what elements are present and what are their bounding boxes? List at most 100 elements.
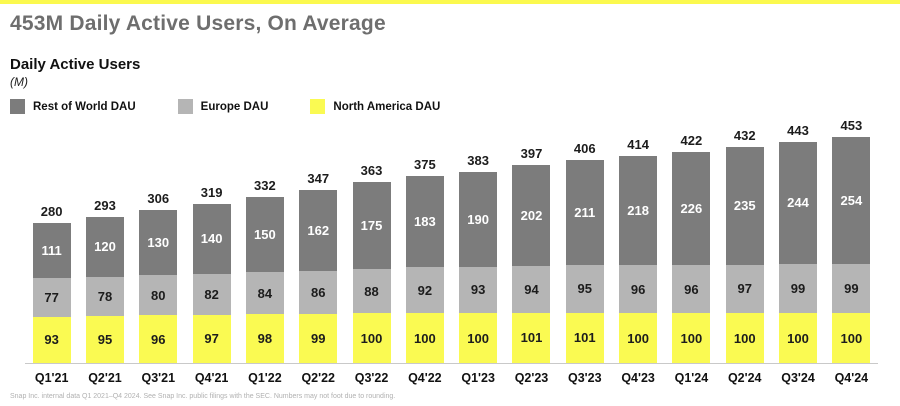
bar-segment-north-america: 96 xyxy=(139,315,178,363)
x-axis-label: Q2'23 xyxy=(514,371,549,385)
x-axis-label: Q3'22 xyxy=(354,371,389,385)
bar-total-label: 306 xyxy=(147,191,170,206)
bar-segment-rest-of-world: 183 xyxy=(405,175,444,267)
bar-total-label: 280 xyxy=(40,203,63,219)
chart-heading: Daily Active Users xyxy=(10,56,141,73)
bar-group: 443 244 99 100 xyxy=(771,123,824,363)
legend-swatch-rest-of-world-icon xyxy=(10,99,25,114)
bar-segment-europe: 88 xyxy=(352,269,391,313)
legend-label: Rest of World DAU xyxy=(33,100,136,113)
bar-segment-rest-of-world: 140 xyxy=(192,203,231,274)
bar-total-label: 432 xyxy=(733,128,756,143)
bar-segment-rest-of-world: 190 xyxy=(459,171,498,267)
stacked-bar: 211 95 101 xyxy=(565,159,604,363)
x-axis-label: Q3'24 xyxy=(781,371,815,385)
bar-group: 406 211 95 101 xyxy=(558,141,611,363)
x-axis-label: Q4'22 xyxy=(408,371,442,385)
page-title: 453M Daily Active Users, On Average xyxy=(10,12,386,35)
bar-segment-europe: 92 xyxy=(405,267,444,313)
brand-accent-strip xyxy=(0,0,900,4)
bar-group: 332 150 84 98 xyxy=(238,178,291,363)
stacked-bar: 190 93 100 xyxy=(459,171,498,363)
x-axis-label: Q1'21 xyxy=(34,371,69,385)
bar-group: 347 162 86 99 xyxy=(292,170,345,363)
legend-item-rest-of-world: Rest of World DAU xyxy=(10,99,136,114)
bar-segment-north-america: 101 xyxy=(565,312,604,363)
page-header: 453M Daily Active Users, On Average xyxy=(0,4,900,36)
bar-segment-rest-of-world: 162 xyxy=(299,189,338,271)
bar-group: 397 202 94 101 xyxy=(505,145,558,363)
bar-segment-north-america: 100 xyxy=(672,313,711,363)
stacked-bar: 235 97 100 xyxy=(725,147,764,363)
bar-segment-europe: 84 xyxy=(245,272,284,314)
legend-swatch-north-america-icon xyxy=(310,99,326,114)
bar-segment-europe: 82 xyxy=(192,273,231,315)
chart-legend: Rest of World DAU Europe DAU North Ameri… xyxy=(10,99,890,114)
x-axis-label: Q4'21 xyxy=(194,371,229,385)
bar-total-label: 347 xyxy=(307,170,330,186)
x-axis-label: Q3'21 xyxy=(141,371,176,385)
bar-total-label: 383 xyxy=(467,152,489,168)
x-axis: Q1'21 Q2'21 Q3'21 Q4'21 Q1'22 Q2'22 Q3'22 Q4'22… xyxy=(25,364,878,385)
bar-total-label: 414 xyxy=(627,137,649,152)
bar-total-label: 453 xyxy=(840,117,863,133)
bar-segment-europe: 96 xyxy=(672,265,711,313)
bar-segment-europe: 80 xyxy=(139,275,178,315)
bar-segment-north-america: 100 xyxy=(832,313,871,363)
stacked-bar: 130 80 96 xyxy=(139,210,178,363)
stacked-bar: 244 99 100 xyxy=(779,141,818,363)
stacked-bar: 218 96 100 xyxy=(619,156,658,363)
bar-segment-europe: 99 xyxy=(832,263,871,313)
legend-swatch-europe-icon xyxy=(177,99,193,114)
bar-segment-north-america: 93 xyxy=(32,316,71,363)
bar-segment-rest-of-world: 254 xyxy=(832,136,871,264)
stacked-bar: 226 96 100 xyxy=(672,152,711,363)
stacked-bar: 140 82 97 xyxy=(192,203,231,363)
x-axis-label: Q4'24 xyxy=(834,371,869,385)
x-axis-label: Q1'23 xyxy=(461,371,495,385)
bar-group: 363 175 88 100 xyxy=(345,162,398,363)
bar-segment-europe: 77 xyxy=(32,278,71,317)
bar-segment-rest-of-world: 218 xyxy=(619,156,658,265)
x-axis-label: Q4'23 xyxy=(621,371,655,385)
bar-segment-north-america: 97 xyxy=(192,314,231,363)
bar-segment-europe: 93 xyxy=(459,266,498,313)
bar-segment-rest-of-world: 226 xyxy=(672,152,711,265)
bar-segment-europe: 94 xyxy=(512,265,551,313)
x-axis-label: Q2'24 xyxy=(727,371,762,385)
stacked-bar: 162 86 99 xyxy=(299,189,338,363)
bar-segment-europe: 99 xyxy=(779,263,818,313)
bar-segment-north-america: 100 xyxy=(725,313,764,363)
chart-plot-area: 280 111 77 93 293 120 78 95 306 130 80 96 319 140 82 97… xyxy=(25,114,878,364)
bar-segment-rest-of-world: 235 xyxy=(725,147,764,265)
bar-segment-europe: 86 xyxy=(299,270,338,314)
bar-total-label: 397 xyxy=(520,145,543,161)
stacked-bar: 183 92 100 xyxy=(405,175,444,363)
x-axis-label: Q1'24 xyxy=(674,371,709,385)
bar-group: 319 140 82 97 xyxy=(185,184,238,363)
legend-label: Europe DAU xyxy=(200,100,269,113)
bar-group: 280 111 77 93 xyxy=(25,203,78,363)
bar-total-label: 293 xyxy=(94,197,116,213)
bar-segment-rest-of-world: 111 xyxy=(32,222,71,278)
bar-segment-north-america: 100 xyxy=(352,313,391,363)
bar-total-label: 363 xyxy=(360,162,383,178)
stacked-bar-chart: 280 111 77 93 293 120 78 95 306 130 80 96 319 140 82 97… xyxy=(25,114,878,385)
bar-segment-north-america: 101 xyxy=(512,312,551,363)
bar-segment-rest-of-world: 175 xyxy=(352,181,391,269)
bar-total-label: 332 xyxy=(254,178,276,193)
bar-segment-europe: 95 xyxy=(565,265,604,313)
bar-total-label: 375 xyxy=(413,156,436,172)
x-axis-label: Q2'22 xyxy=(301,371,335,385)
chart-unit-label: (M) xyxy=(10,75,28,89)
bar-segment-north-america: 100 xyxy=(779,313,818,363)
stacked-bar: 254 99 100 xyxy=(832,136,871,363)
bar-segment-rest-of-world: 130 xyxy=(139,210,178,275)
bar-segment-europe: 97 xyxy=(725,264,764,313)
bar-group: 422 226 96 100 xyxy=(665,133,718,363)
stacked-bar: 202 94 101 xyxy=(512,164,551,363)
bar-total-label: 319 xyxy=(200,184,223,200)
bar-segment-north-america: 100 xyxy=(619,313,658,363)
bar-group: 383 190 93 100 xyxy=(452,152,505,363)
chart-header: Daily Active Users (M) xyxy=(0,36,900,89)
